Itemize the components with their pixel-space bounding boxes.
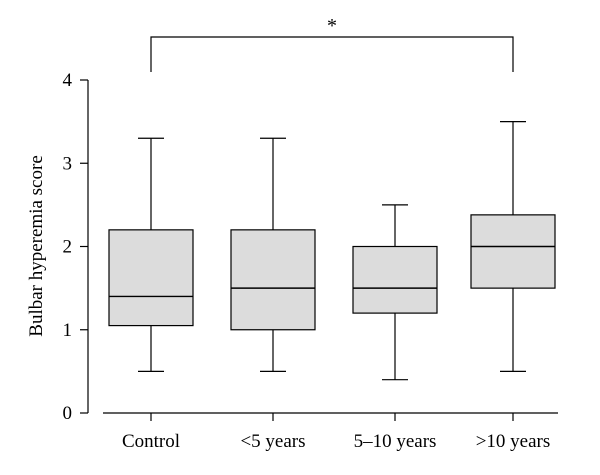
y-tick-label: 1	[63, 320, 73, 341]
x-tick-label: >10 years	[476, 431, 551, 452]
box-2	[230, 137, 316, 372]
y-axis-title: Bulbar hyperemia score	[26, 155, 47, 336]
significance-label: *	[327, 15, 337, 37]
iqr-box	[352, 245, 438, 314]
y-tick-label: 0	[63, 403, 73, 424]
y-tick-label: 3	[63, 153, 73, 174]
y-tick-label: 2	[63, 237, 73, 258]
significance-bracket: *	[150, 15, 514, 72]
box-1	[108, 137, 194, 372]
iqr-box	[470, 214, 556, 289]
x-ticks: Control <5 years 5–10 years >10 years	[122, 413, 550, 452]
bracket-line	[150, 36, 514, 72]
y-ticks: 0 1 2 3 4	[63, 70, 88, 424]
x-tick-label: <5 years	[240, 431, 305, 452]
x-tick-label: Control	[122, 431, 180, 452]
iqr-box	[108, 229, 194, 327]
y-tick-label: 4	[63, 70, 73, 91]
box-3	[352, 204, 438, 381]
iqr-box	[230, 229, 316, 331]
x-tick-label: 5–10 years	[354, 431, 437, 452]
boxes	[108, 121, 556, 381]
box-4	[470, 121, 556, 372]
